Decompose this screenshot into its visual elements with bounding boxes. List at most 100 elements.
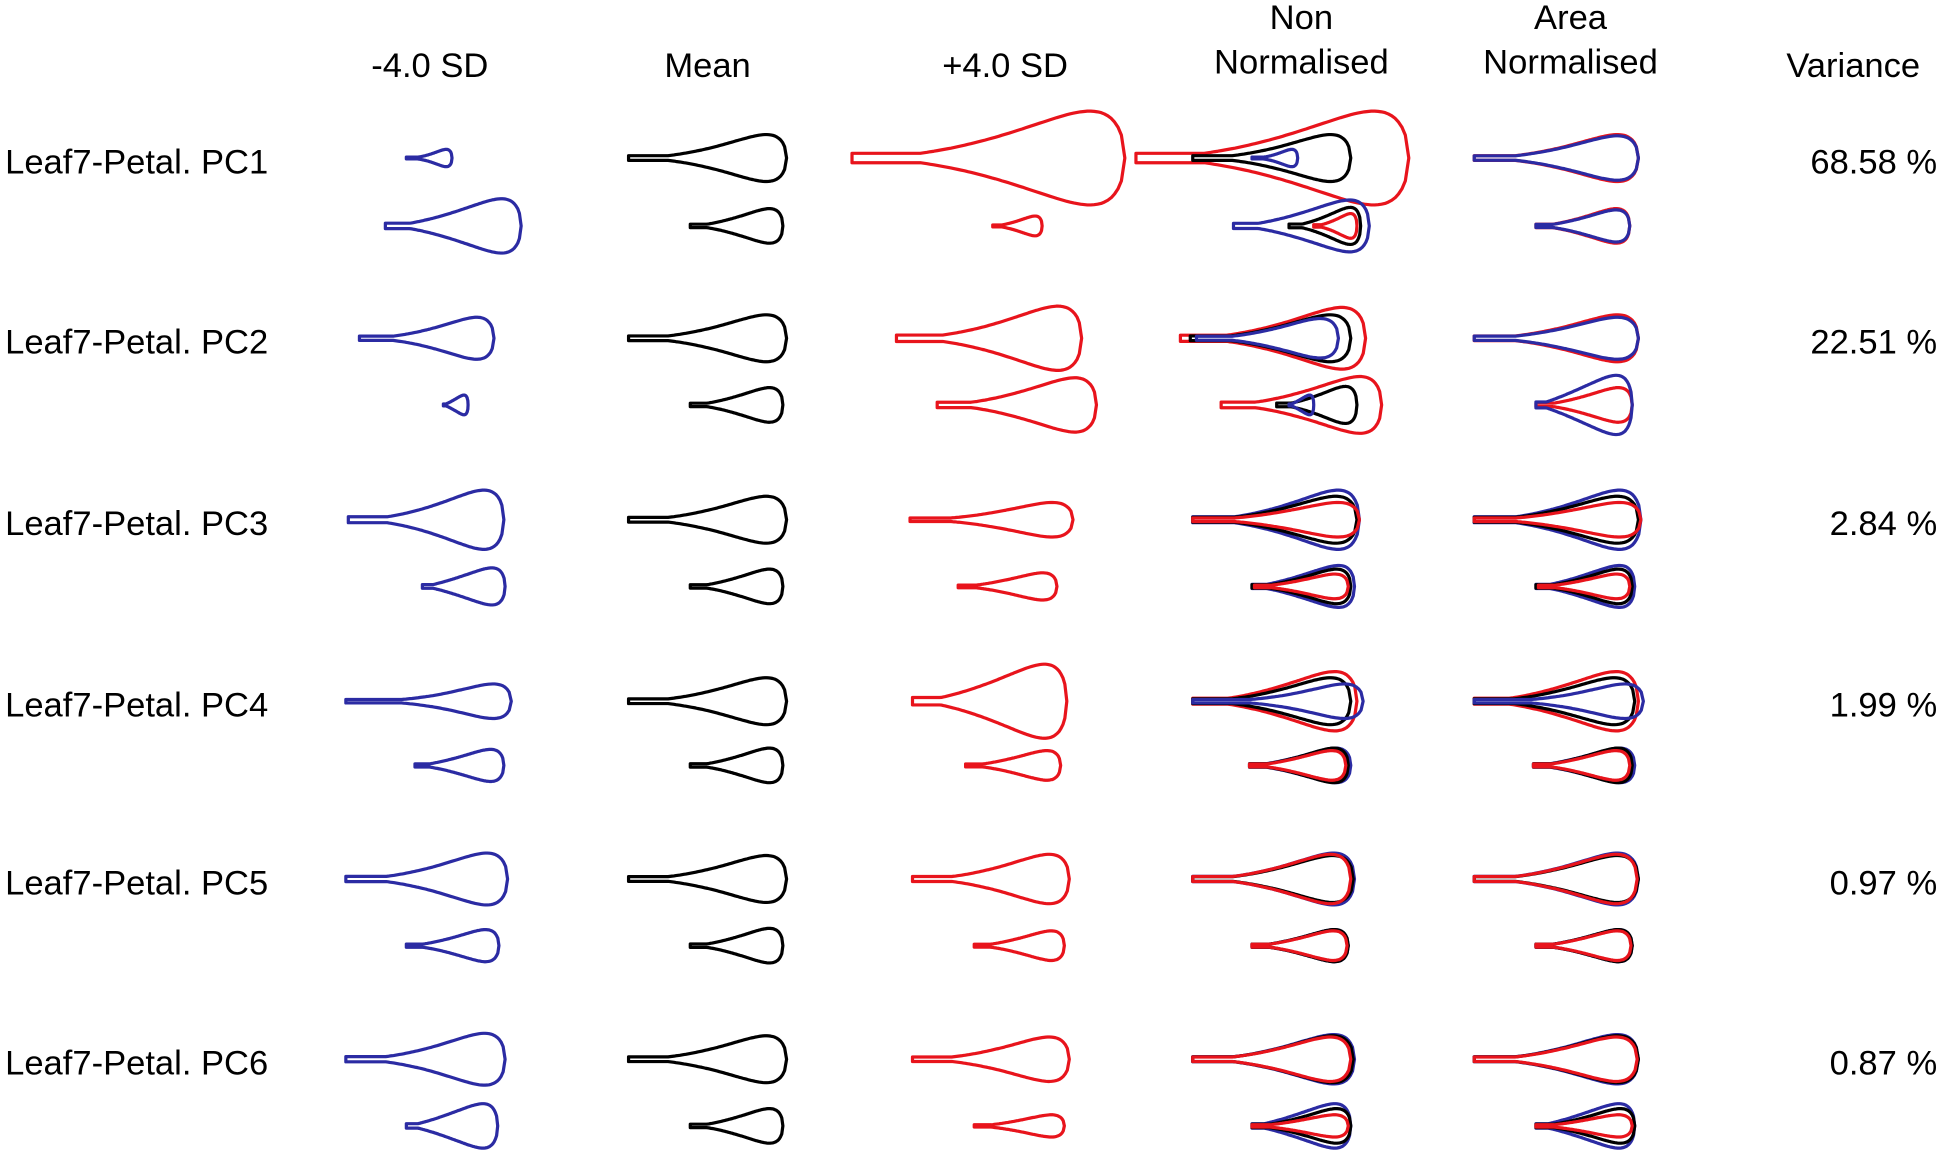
leaf-outline <box>1194 316 1341 360</box>
row-label: Leaf7-Petal. PC5 <box>5 864 268 902</box>
leaf-outline <box>1534 563 1637 609</box>
leaf-outline <box>344 851 510 907</box>
leaf-outline <box>910 1035 1071 1084</box>
variance: 1.99 % <box>1830 687 1938 725</box>
variance: 0.97 % <box>1830 864 1938 902</box>
row-label: Leaf7-Petal. PC6 <box>5 1045 268 1083</box>
leaf-outline <box>972 929 1066 963</box>
leaf-outline <box>688 567 785 606</box>
leaf-outline <box>963 748 1063 782</box>
leaf-outline <box>1188 313 1353 364</box>
leaf-outline <box>1472 315 1641 361</box>
leaf-outline <box>1472 1035 1639 1084</box>
leaf-outline <box>1250 929 1349 963</box>
column-header: Variance <box>1786 47 1920 85</box>
leaf-outline <box>956 571 1059 602</box>
leaf-outline <box>688 386 785 424</box>
leaf-outline <box>1191 132 1353 184</box>
leaf-outline <box>688 926 785 965</box>
leaf-outline <box>413 747 506 784</box>
leaf-outline <box>1134 109 1411 207</box>
leaf-outline <box>1191 852 1353 906</box>
variance: 0.87 % <box>1830 1045 1938 1083</box>
row-label: Leaf7-Petal. PC2 <box>5 324 268 362</box>
column-header: +4.0 SD <box>942 47 1068 85</box>
leaf-outline <box>1534 929 1633 963</box>
leaf-outline <box>1312 211 1359 240</box>
leaf-outline <box>1191 851 1357 907</box>
leaf-outline <box>1231 198 1371 254</box>
leaf-outline <box>1472 852 1639 906</box>
leaf-outline <box>383 197 523 255</box>
leaf-outline <box>894 304 1084 372</box>
leaf-outline <box>1472 853 1641 905</box>
column-header: Non <box>1270 0 1333 37</box>
leaf-outline <box>1534 208 1632 244</box>
leaf-outline <box>910 852 1071 906</box>
leaf-outline <box>1472 669 1641 733</box>
leaf-outline <box>404 1102 500 1150</box>
leaf-outline <box>1191 500 1362 539</box>
leaf-outline <box>1472 851 1641 907</box>
leaf-outline <box>1472 500 1643 539</box>
leaf-outline <box>1472 1032 1641 1086</box>
leaf-outline <box>1252 572 1350 601</box>
leaf-outline <box>1472 1034 1641 1085</box>
column-header: -4.0 SD <box>371 47 488 85</box>
leaf-outline <box>935 376 1099 434</box>
leaf-outline <box>688 1107 785 1145</box>
leaf-outline <box>626 853 789 905</box>
leaf-outline <box>1531 748 1632 782</box>
leaf-outline <box>404 928 501 964</box>
leaf-outline <box>1287 393 1316 417</box>
leaf-outline <box>1472 682 1645 721</box>
leaf-outline <box>688 746 785 785</box>
leaf-outline <box>1219 374 1384 435</box>
leaf-outline <box>626 1034 789 1085</box>
column-header: Normalised <box>1483 43 1658 81</box>
leaf-outline <box>1191 488 1362 551</box>
leaf-outline <box>1250 563 1357 609</box>
leaf-outline <box>972 1113 1066 1139</box>
row-label: Leaf7-Petal. PC4 <box>5 687 268 725</box>
leaf-outline <box>1472 676 1637 727</box>
row-label: Leaf7-Petal. PC3 <box>5 505 268 543</box>
leaf-outline <box>626 132 789 184</box>
leaf-outline <box>420 566 507 607</box>
leaf-outline <box>688 207 785 245</box>
leaf-outline <box>991 214 1044 238</box>
leaf-outline <box>357 315 496 361</box>
leaf-outline <box>404 147 454 169</box>
leaf-outline <box>1472 134 1641 182</box>
column-header: Area <box>1534 0 1608 37</box>
leaf-outline <box>1191 682 1365 721</box>
leaf-outline <box>1247 748 1348 782</box>
leaf-outline <box>1275 384 1359 426</box>
leaf-outline <box>626 676 789 727</box>
leaf-outline <box>1191 1035 1353 1084</box>
leaf-outline <box>1250 1113 1350 1139</box>
leaf-outline <box>626 313 789 364</box>
leaf-outline <box>1472 488 1643 551</box>
leaf-outline <box>1534 1113 1634 1139</box>
leaf-outline <box>1534 386 1634 424</box>
row-label: Leaf7-Petal. PC1 <box>5 143 268 181</box>
leaf-outline <box>1191 669 1359 733</box>
leaf-outline <box>344 1031 507 1087</box>
leaf-outline <box>1191 853 1355 905</box>
leaf-outline <box>441 393 470 417</box>
leaf-outline <box>850 109 1127 207</box>
leaf-outline <box>1191 676 1353 727</box>
variance: 22.51 % <box>1810 324 1937 362</box>
leaf-outline <box>344 682 513 721</box>
leaf-outline <box>1536 572 1632 601</box>
leaf-outline <box>626 494 789 545</box>
leaf-outline <box>1191 1032 1357 1086</box>
leaf-outline <box>1191 1034 1355 1085</box>
leaf-outline <box>1472 313 1641 364</box>
leaf-outline <box>908 500 1075 539</box>
leaf-outline <box>346 488 506 551</box>
column-header: Normalised <box>1214 43 1389 81</box>
column-header: Mean <box>664 47 750 85</box>
